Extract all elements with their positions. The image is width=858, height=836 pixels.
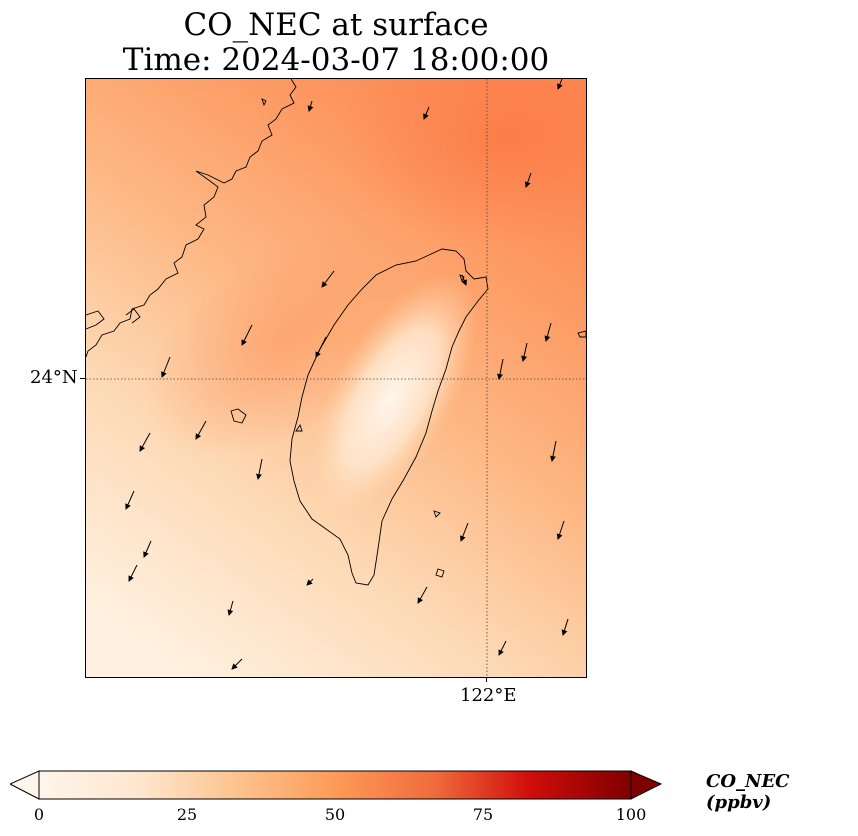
wind-vector <box>256 458 263 480</box>
concentration-low-plume <box>303 274 479 524</box>
china-coastline-inlet <box>125 308 141 324</box>
islet <box>435 568 445 578</box>
colorbar-label: CO_NEC (ppbv) <box>706 771 790 813</box>
wind-vector <box>423 106 430 120</box>
map-frame <box>85 78 587 678</box>
map-title-line1: CO_NEC at surface <box>183 7 489 43</box>
map-canvas <box>86 79 586 677</box>
coastline <box>86 79 586 586</box>
colorbar-extend-low <box>10 770 40 800</box>
wind-vector <box>143 540 152 558</box>
lon-tick-mark <box>486 677 487 682</box>
map-title-line2: Time: 2024-03-07 18:00:00 <box>122 42 550 78</box>
wind-vector <box>307 100 314 112</box>
colorbar-tick-label: 0 <box>33 805 45 824</box>
wind-vector <box>417 586 428 604</box>
wind-vector <box>315 336 327 358</box>
colorbar-gradient <box>38 770 632 800</box>
colorbar-extend-high <box>630 770 662 800</box>
wind-vector <box>498 640 507 656</box>
china-coastline-inlet <box>86 310 105 330</box>
lon-tick-label: 122°E <box>460 685 517 706</box>
wind-vector <box>161 356 171 378</box>
colorbar <box>10 770 662 800</box>
wind-vector <box>139 432 151 452</box>
wind-vector <box>497 358 504 380</box>
wind-vector <box>557 79 563 90</box>
islet <box>261 98 267 107</box>
colorbar-tick-label: 75 <box>472 805 494 824</box>
wind-vector <box>306 578 314 586</box>
lat-tick-label: 24°N <box>30 367 78 388</box>
wind-vector <box>524 172 532 188</box>
islet <box>230 408 247 424</box>
wind-vectors <box>125 79 569 670</box>
wind-vector <box>231 658 243 670</box>
china-coastline <box>86 79 297 358</box>
colorbar-tick-label: 100 <box>615 805 647 824</box>
wind-vector <box>521 342 528 362</box>
colorbar-tick-label: 50 <box>324 805 346 824</box>
wind-vector <box>460 522 469 542</box>
wind-vector <box>125 490 135 510</box>
wind-vector <box>544 322 552 342</box>
colorbar-tick-label: 25 <box>176 805 198 824</box>
wind-vector <box>241 324 253 346</box>
wind-vector <box>321 270 335 288</box>
islet <box>577 330 586 338</box>
wind-vector <box>195 420 207 440</box>
islet <box>295 423 303 432</box>
wind-vector <box>128 564 138 582</box>
wind-vector <box>561 618 569 636</box>
wind-vector <box>550 440 557 462</box>
concentration-high-northeast <box>336 79 586 249</box>
wind-vector <box>461 274 467 286</box>
wind-vector <box>227 600 234 616</box>
islet <box>433 510 441 518</box>
wind-vector <box>556 520 565 540</box>
lat-tick-mark <box>80 378 85 379</box>
